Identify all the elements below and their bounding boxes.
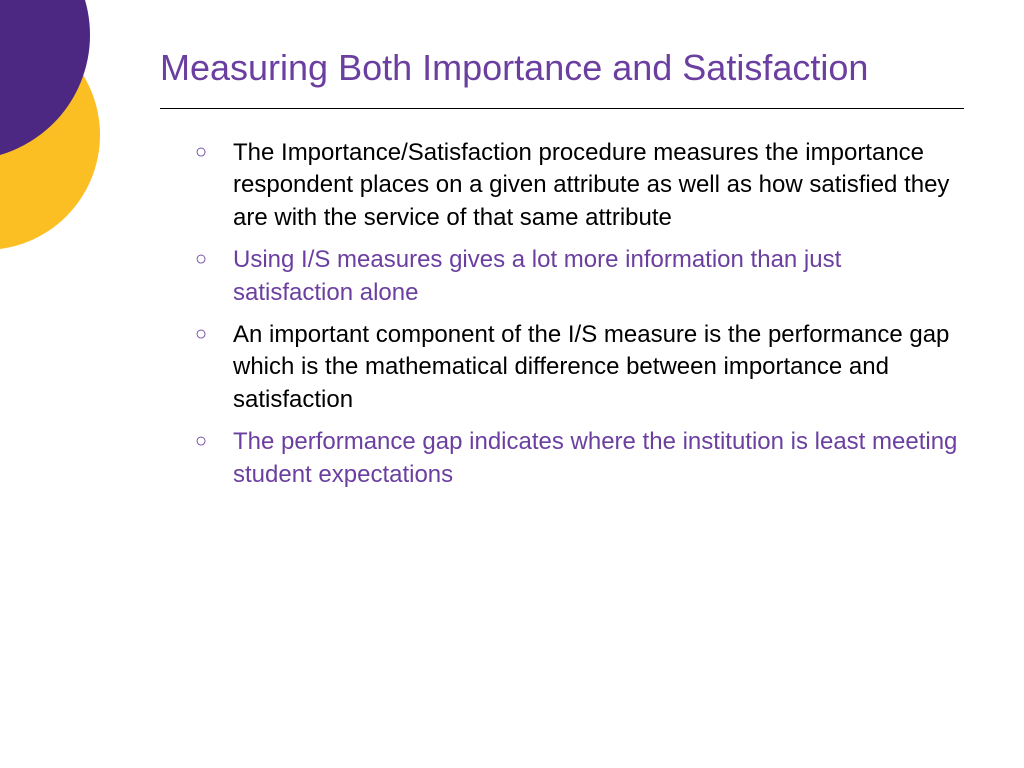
- bullet-item: The Importance/Satisfaction procedure me…: [195, 137, 964, 234]
- slide-title: Measuring Both Importance and Satisfacti…: [160, 45, 964, 90]
- bullet-item: The performance gap indicates where the …: [195, 426, 964, 491]
- bullet-item: An important component of the I/S measur…: [195, 319, 964, 416]
- bullet-list: The Importance/Satisfaction procedure me…: [160, 137, 964, 491]
- title-divider: [160, 108, 964, 109]
- slide-content: Measuring Both Importance and Satisfacti…: [0, 0, 1024, 491]
- bullet-item: Using I/S measures gives a lot more info…: [195, 244, 964, 309]
